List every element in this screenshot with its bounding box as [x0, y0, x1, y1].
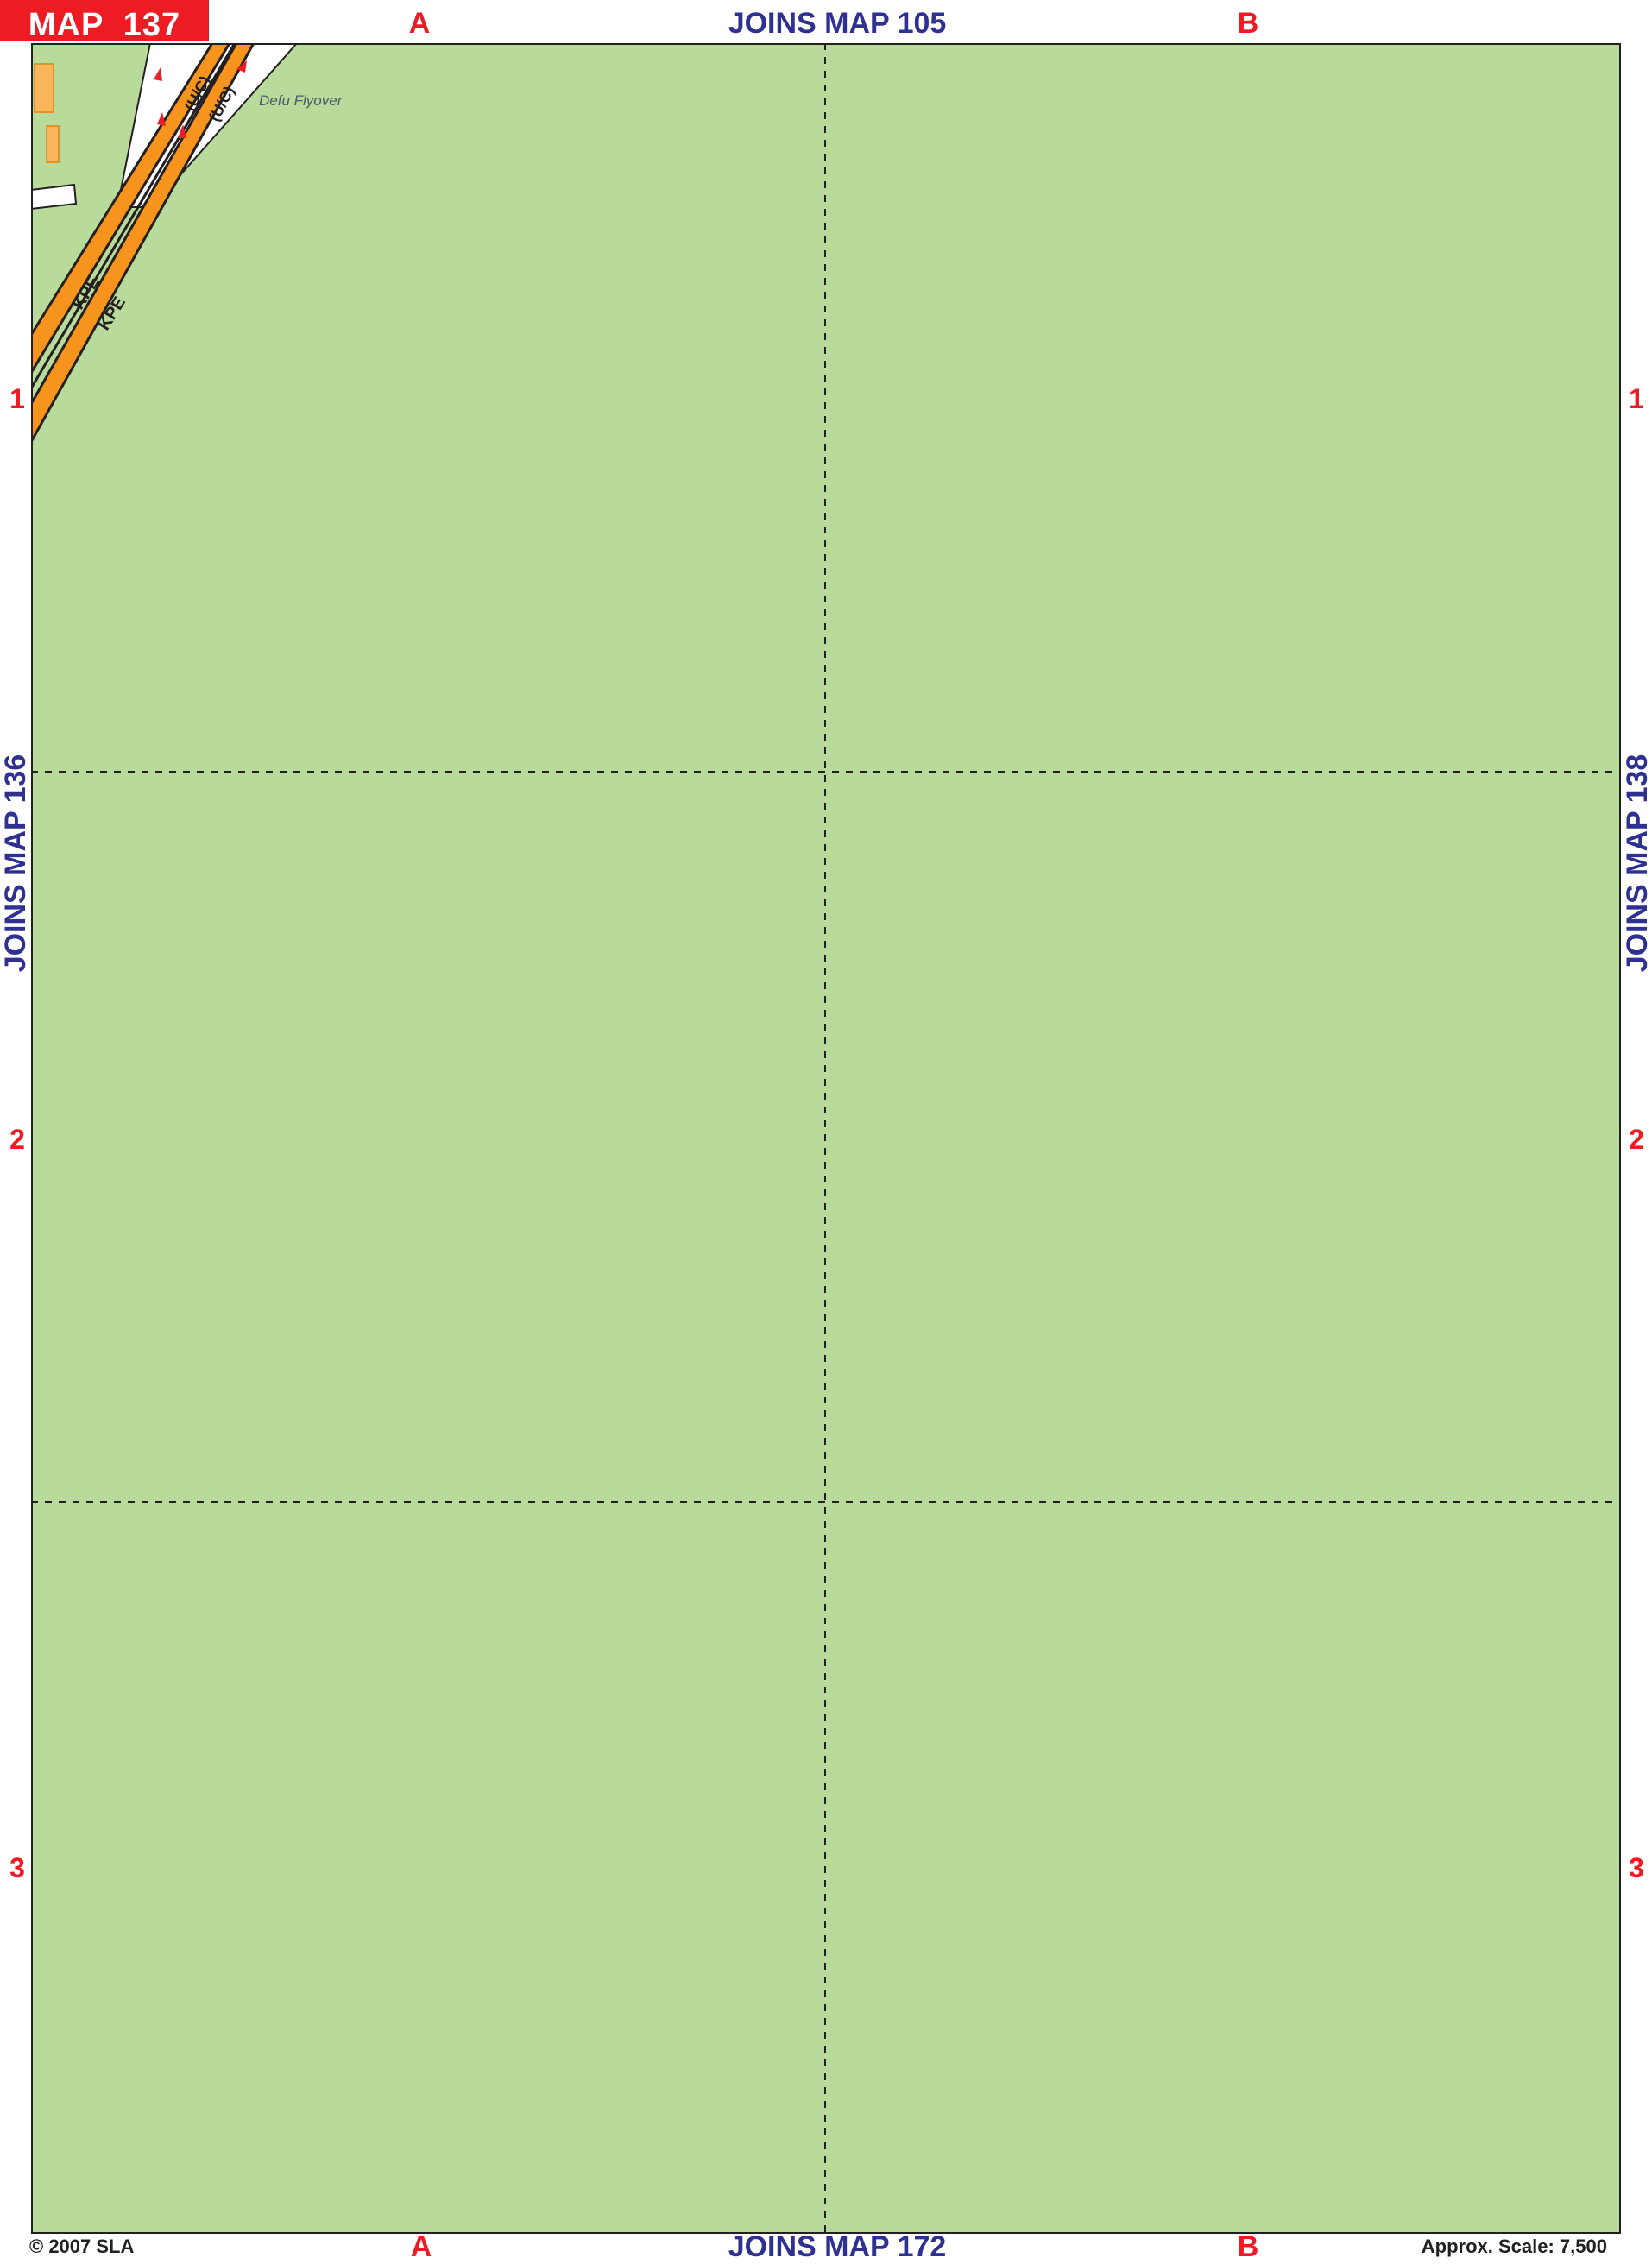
- row-label-3-left: 3: [9, 1852, 25, 1883]
- building-shape: [34, 63, 54, 113]
- column-label-b-top: B: [1237, 7, 1259, 40]
- scale-text: Approx. Scale: 7,500: [1421, 2236, 1607, 2257]
- row-label-2-right: 2: [1629, 1124, 1644, 1155]
- expressway-divider: [33, 45, 236, 388]
- direction-arrow-icon: [178, 124, 186, 138]
- row-label-1-left: 1: [9, 383, 25, 414]
- row-label-1-right: 1: [1629, 383, 1644, 414]
- joins-map-bottom-link[interactable]: JOINS MAP 172: [728, 2230, 947, 2263]
- building-shape: [46, 125, 60, 163]
- joins-map-right-link[interactable]: JOINS MAP 138: [1621, 754, 1652, 973]
- direction-arrow-icon: [154, 67, 162, 81]
- row-label-3-right: 3: [1629, 1852, 1644, 1883]
- direction-arrow-icon: [236, 60, 247, 73]
- column-label-a-bottom: A: [410, 2230, 432, 2263]
- map-number-label: MAP 137: [28, 7, 181, 43]
- row-label-2-left: 2: [9, 1124, 25, 1155]
- road-stub: [33, 183, 78, 210]
- joins-map-left-link[interactable]: JOINS MAP 136: [0, 754, 32, 973]
- map-canvas[interactable]: Defu Flyover KPE KPE (U/C) (U/C): [31, 43, 1621, 2234]
- expressway-carriageway: [33, 45, 230, 373]
- column-label-a-top: A: [408, 7, 431, 40]
- map-number-badge: [0, 0, 209, 41]
- copyright-text: © 2007 SLA: [29, 2236, 135, 2257]
- expressway-carriageway: [33, 45, 255, 442]
- flyover-label: Defu Flyover: [259, 92, 344, 109]
- column-label-b-bottom: B: [1237, 2230, 1259, 2263]
- joins-map-top-link[interactable]: JOINS MAP 105: [728, 7, 947, 40]
- direction-arrow-icon: [157, 112, 166, 126]
